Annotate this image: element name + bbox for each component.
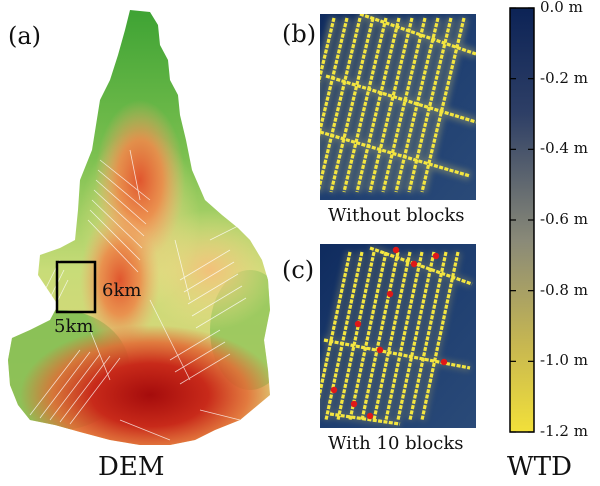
colorbar-tick-label: -0.6 m <box>540 210 588 228</box>
wtd-colorbar <box>509 7 535 433</box>
canal-segment <box>320 17 336 83</box>
dem-caption: DEM <box>98 452 165 482</box>
canal-block-4 <box>386 290 394 298</box>
colorbar-tick-label: -1.2 m <box>540 422 588 440</box>
canal-segment <box>355 17 401 193</box>
canal-segment <box>325 74 476 124</box>
canal-block-5 <box>354 320 362 328</box>
canal-segment <box>420 17 466 193</box>
canal-block-1 <box>392 246 400 254</box>
colorbar-title: WTD <box>507 452 572 482</box>
colorbar-tick-label: -1.0 m <box>540 351 588 370</box>
canal-segment <box>323 338 471 370</box>
canal-block-9 <box>350 400 358 408</box>
wtd-map-with-blocks <box>320 244 476 428</box>
canal-segment <box>336 251 376 421</box>
colorbar-tick-label: -0.8 m <box>540 280 588 299</box>
canal-segment <box>320 130 471 178</box>
box-height-label: 6km <box>102 280 142 301</box>
colorbar-tick-label: -0.2 m <box>540 68 588 87</box>
canal-segment <box>420 251 460 421</box>
canal-block-10 <box>366 412 374 420</box>
canal-segment <box>407 17 453 193</box>
dem-map <box>8 10 270 445</box>
canal-segment <box>329 17 375 193</box>
canal-block-6 <box>376 346 384 354</box>
panel-b-label: (b) <box>282 20 317 48</box>
canal-segment <box>320 17 349 137</box>
canal-segment <box>320 17 362 191</box>
canal-block-3 <box>432 252 440 260</box>
canal-segment <box>372 251 412 421</box>
canals-without-blocks <box>320 14 476 193</box>
canal-segment <box>348 251 388 421</box>
canal-block-8 <box>330 386 338 394</box>
canal-block-7 <box>440 358 448 366</box>
box-width-label: 5km <box>54 316 94 337</box>
canal-segment <box>320 251 352 400</box>
panel-c-label: (c) <box>282 256 315 284</box>
canal-segment <box>384 251 424 421</box>
canal-blocks <box>330 246 448 420</box>
canal-segment <box>360 251 400 421</box>
canal-segment <box>408 251 448 421</box>
colorbar-tick-label: -0.4 m <box>540 139 588 158</box>
canal-segment <box>342 17 388 193</box>
canals-with-blocks <box>320 246 473 426</box>
canal-segment <box>368 17 414 193</box>
with-blocks-caption: With 10 blocks <box>328 433 464 454</box>
canal-segment <box>369 246 473 286</box>
wtd-map-without-blocks <box>320 14 476 200</box>
canal-segment <box>396 251 436 421</box>
canal-block-2 <box>410 260 418 268</box>
panel-a-label: (a) <box>8 22 42 50</box>
study-area-box <box>55 260 97 314</box>
colorbar-tick-label: 0.0 m <box>540 0 583 16</box>
without-blocks-caption: Without blocks <box>328 205 465 226</box>
canal-segment <box>329 412 401 426</box>
canal-segment <box>381 17 427 193</box>
canal-segment <box>359 14 476 56</box>
